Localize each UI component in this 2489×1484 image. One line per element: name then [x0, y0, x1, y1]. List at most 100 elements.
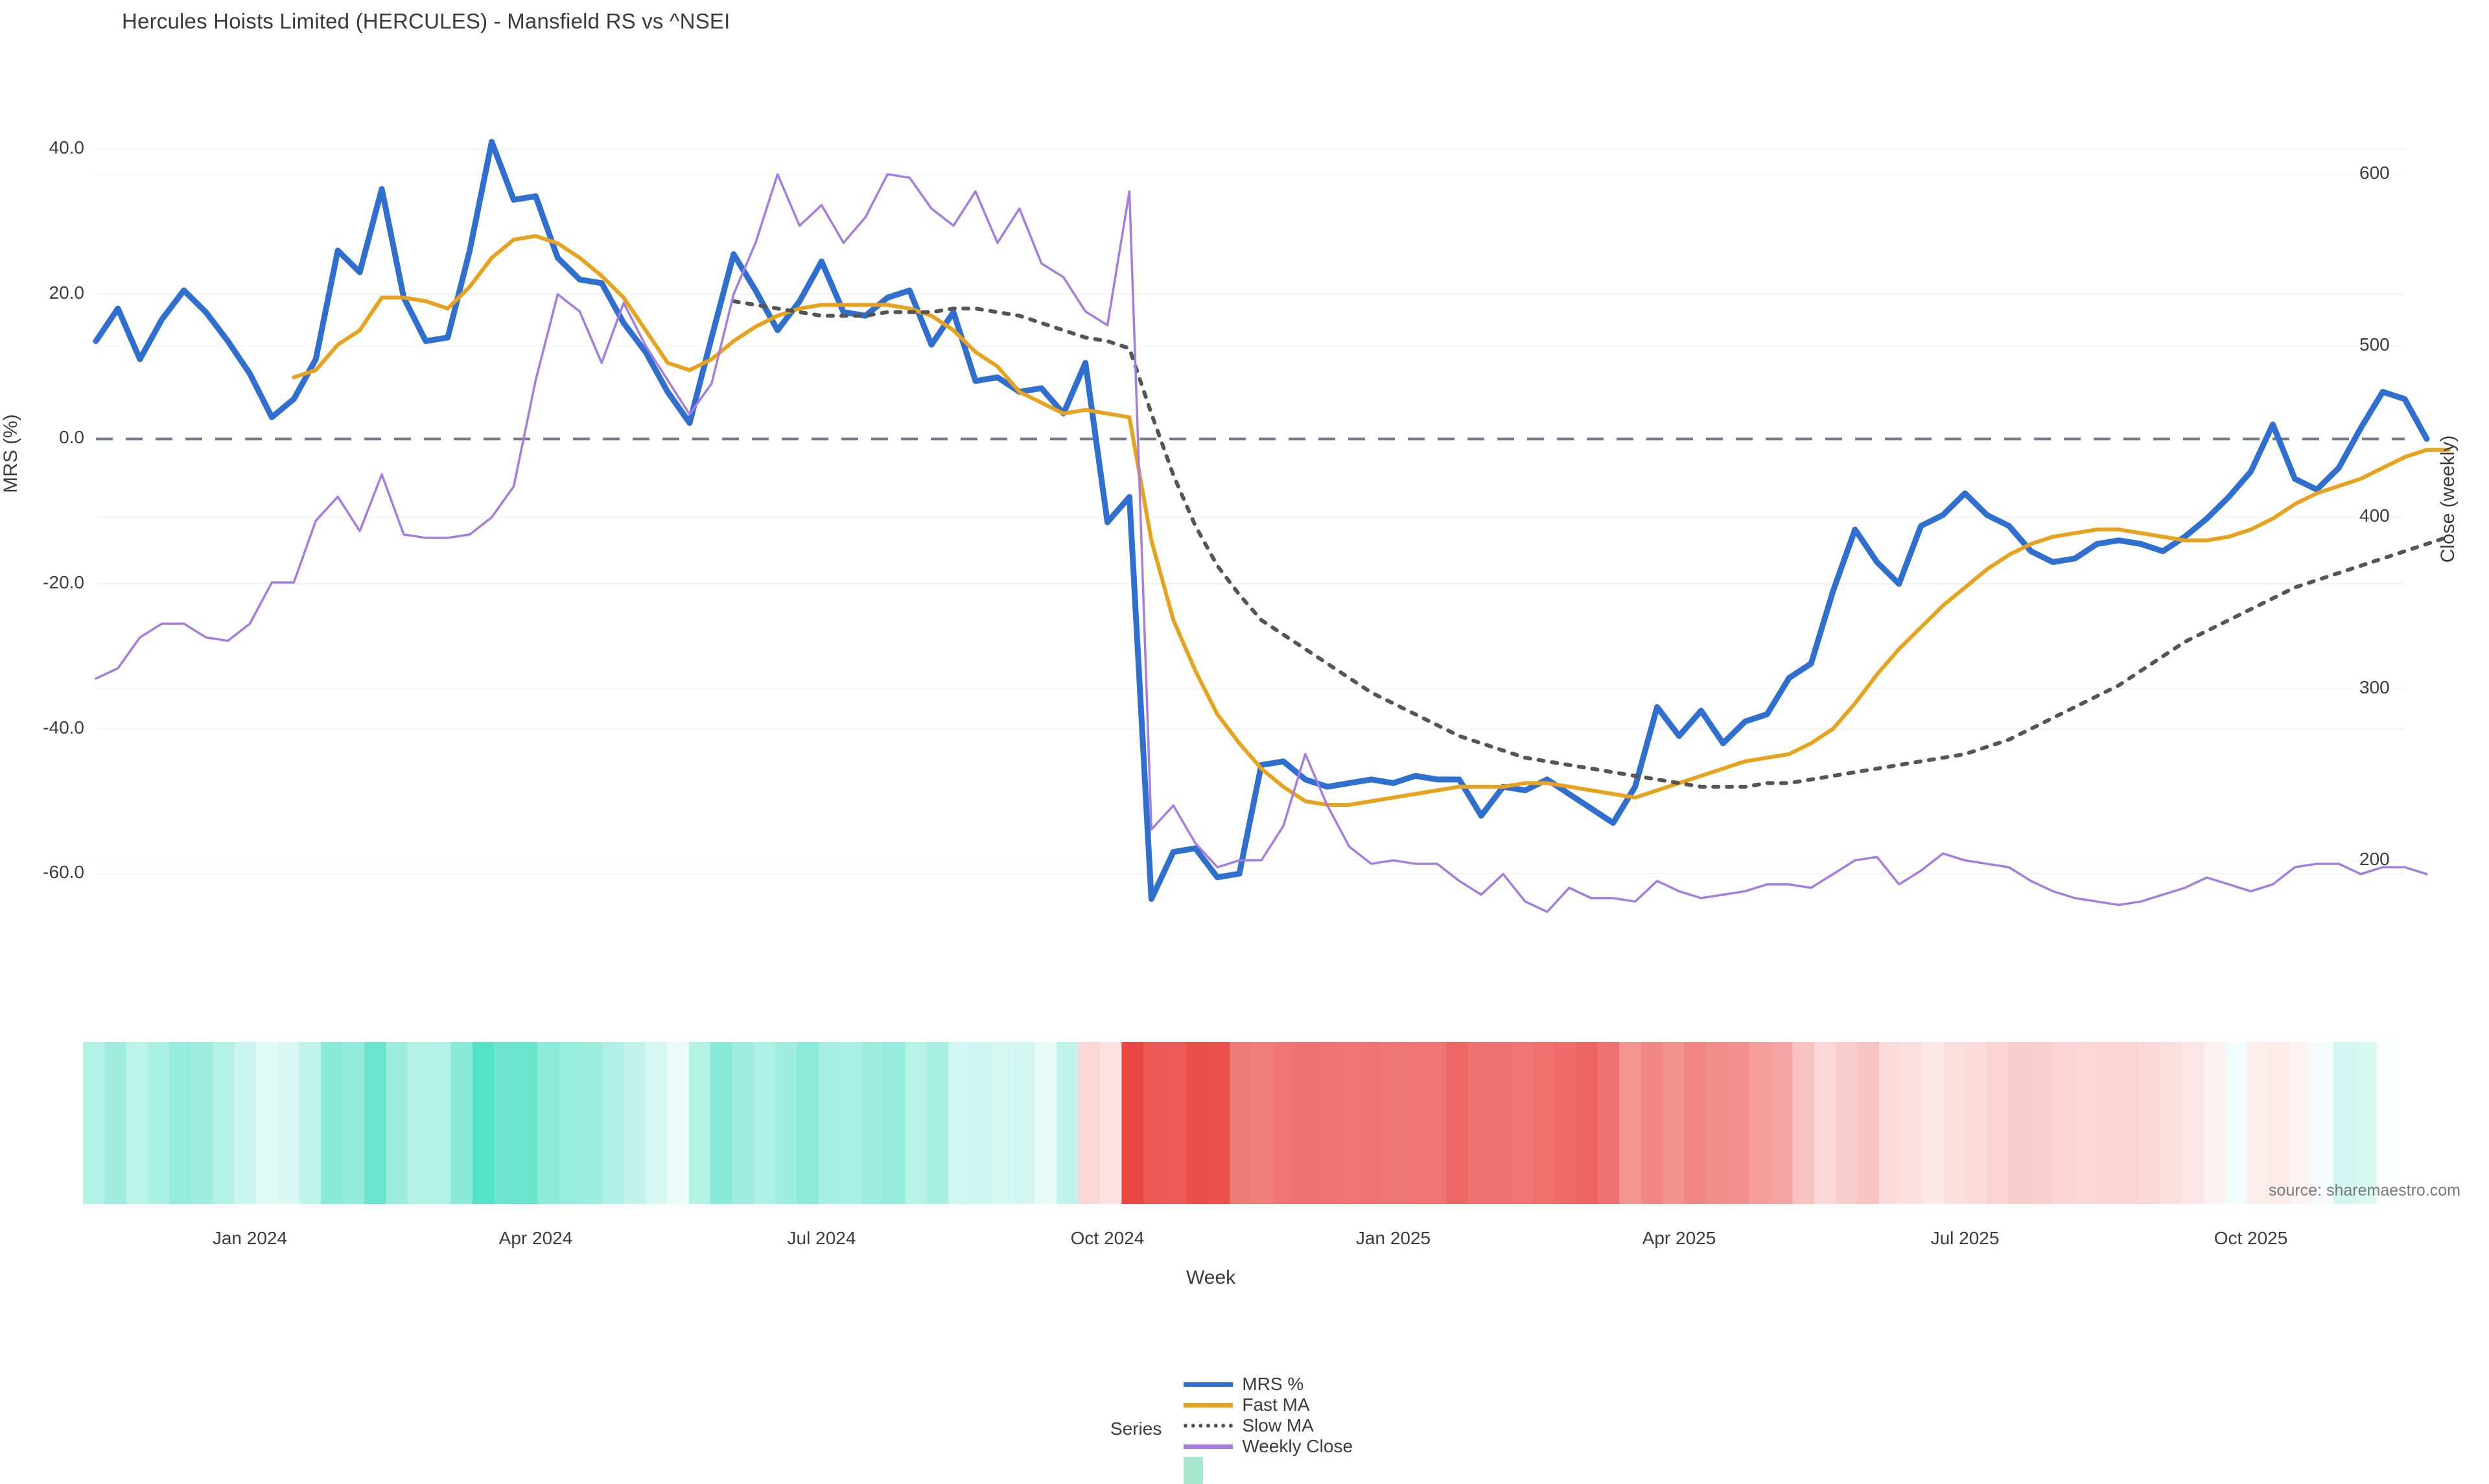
heatmap-band [2311, 1042, 2334, 1204]
legend-entry[interactable]: MRS % [1184, 1374, 1353, 1395]
legend-swatch-line-icon [1184, 1444, 1233, 1449]
chart-title: Hercules Hoists Limited (HERCULES) - Man… [122, 9, 730, 33]
legend-entry[interactable]: Fast MA [1184, 1395, 1353, 1415]
heatmap-band [2182, 1042, 2204, 1204]
heatmap-band [1446, 1042, 1469, 1204]
heatmap-band [1013, 1042, 1036, 1204]
heatmap-band [1078, 1042, 1101, 1204]
heatmap-band [926, 1042, 949, 1204]
heatmap-band [2247, 1042, 2269, 1204]
series-line-fast-ma [292, 234, 2451, 807]
heatmap-band [1836, 1042, 1858, 1204]
series-line-weekly-close [95, 173, 2428, 913]
heatmap-band [1230, 1042, 1252, 1204]
heatmap-band [1208, 1042, 1230, 1204]
legend-label: Slow MA [1242, 1415, 1314, 1435]
heatmap-band [1251, 1042, 1274, 1204]
heatmap-band [1338, 1042, 1361, 1204]
y-tick-right: 500 [2359, 334, 2390, 354]
x-tick: Apr 2024 [498, 1228, 573, 1248]
heatmap-band [256, 1042, 279, 1204]
heatmap-band [1273, 1042, 1296, 1204]
heatmap-band [645, 1042, 668, 1204]
legend-label: MRS % [1242, 1374, 1304, 1394]
heatmap-band [2095, 1042, 2118, 1204]
y-tick-left: 40.0 [49, 137, 85, 158]
heatmap-band [299, 1042, 321, 1204]
heatmap-band [840, 1042, 863, 1204]
y-tick-left: -40.0 [43, 717, 84, 737]
y-tick-right: 300 [2359, 677, 2390, 697]
legend-swatch-box-icon [1184, 1457, 1204, 1484]
heatmap-band [2117, 1042, 2139, 1204]
heatmap-band [2290, 1042, 2313, 1204]
heatmap-band [1403, 1042, 1425, 1204]
chart-container: Hercules Hoists Limited (HERCULES) - Man… [0, 9, 2460, 1484]
series-line-slow-ma [731, 299, 2451, 789]
x-tick: Oct 2024 [1070, 1228, 1145, 1248]
heatmap-band [1316, 1042, 1338, 1204]
heatmap-band [1641, 1042, 1663, 1204]
series-lines [93, 139, 2451, 913]
heatmap-band [234, 1042, 257, 1204]
heatmap-band [2355, 1042, 2378, 1204]
heatmap-band [407, 1042, 430, 1204]
heatmap-strip [83, 1042, 2399, 1204]
legend-label: Fast MA [1242, 1395, 1310, 1415]
heatmap-band [472, 1042, 495, 1204]
heatmap-band [1727, 1042, 1750, 1204]
legend-entry[interactable]: Slow MA [1184, 1415, 1353, 1436]
heatmap-band [1143, 1042, 1165, 1204]
heatmap-band [2051, 1042, 2074, 1204]
heatmap-band [905, 1042, 928, 1204]
legend-entry[interactable]: Weekly Close [1184, 1436, 1353, 1457]
heatmap-band [1857, 1042, 1880, 1204]
heatmap-band [1034, 1042, 1057, 1204]
legend-title: Series [1110, 1419, 1162, 1439]
heatmap-band [1900, 1042, 1923, 1204]
heatmap-band [1554, 1042, 1577, 1204]
y-tick-right: 400 [2359, 505, 2390, 526]
heatmap-band [1165, 1042, 1187, 1204]
heatmap-band [732, 1042, 754, 1204]
heatmap-band [775, 1042, 798, 1204]
y-tick-right: 600 [2359, 162, 2390, 183]
heatmap-band [710, 1042, 733, 1204]
y-axis-label-left: MRS (%) [0, 414, 21, 493]
x-tick: Jan 2025 [1355, 1228, 1431, 1248]
legend-swatch-dotted-icon [1184, 1424, 1233, 1428]
heatmap-band [429, 1042, 452, 1204]
heatmap-band [321, 1042, 344, 1204]
heatmap-band [2030, 1042, 2053, 1204]
heatmap-band [1511, 1042, 1534, 1204]
heatmap-band [1943, 1042, 1966, 1204]
heatmap-band [1792, 1042, 1815, 1204]
heatmap-band [559, 1042, 581, 1204]
heatmap-band [1619, 1042, 1642, 1204]
heatmap-band [2009, 1042, 2031, 1204]
heatmap-band [126, 1042, 148, 1204]
legend-entry[interactable] [1184, 1457, 1353, 1484]
heatmap-band [2160, 1042, 2182, 1204]
heatmap-band [624, 1042, 646, 1204]
heatmap-band [1705, 1042, 1728, 1204]
heatmap-band [1878, 1042, 1901, 1204]
heatmap-band [2203, 1042, 2226, 1204]
heatmap-band [1922, 1042, 1945, 1204]
heatmap-band [1532, 1042, 1555, 1204]
heatmap-band [1770, 1042, 1793, 1204]
heatmap-band [1684, 1042, 1707, 1204]
gridlines [96, 148, 2405, 875]
x-tick: Jan 2024 [212, 1228, 288, 1248]
heatmap-band [580, 1042, 603, 1204]
heatmap-band [1987, 1042, 2009, 1204]
legend-label: Weekly Close [1242, 1436, 1353, 1456]
legend-swatch-line-icon [1184, 1382, 1233, 1387]
heatmap-band [602, 1042, 625, 1204]
y-tick-left: 0.0 [59, 427, 84, 448]
heatmap-band [1121, 1042, 1144, 1204]
x-tick: Apr 2025 [1642, 1228, 1716, 1248]
heatmap-band [1381, 1042, 1403, 1204]
heatmap-band [277, 1042, 300, 1204]
heatmap-band [213, 1042, 235, 1204]
